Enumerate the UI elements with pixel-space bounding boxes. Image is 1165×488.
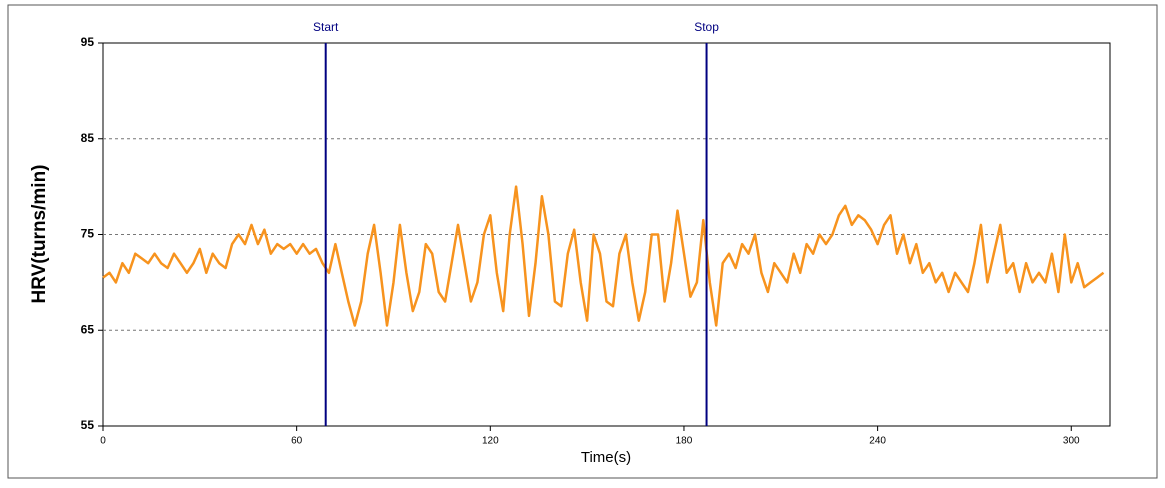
y-tick-label: 65	[81, 322, 95, 336]
y-tick-label: 95	[81, 35, 95, 49]
x-tick-label: 180	[676, 436, 693, 447]
x-tick-label: 300	[1063, 436, 1080, 447]
x-tick-label: 120	[482, 436, 499, 447]
frame	[7, 4, 1158, 479]
y-axis-label: HRV(turns/min)	[29, 165, 50, 304]
y-tick-label: 75	[81, 227, 95, 241]
x-tick-label: 60	[291, 436, 303, 447]
y-tick-label: 55	[81, 418, 95, 432]
x-axis-label: Time(s)	[581, 449, 631, 466]
data-line	[102, 185, 1105, 327]
y-tick-label: 85	[81, 131, 95, 145]
x-tick-label: 240	[869, 436, 886, 447]
event-label: Stop	[694, 20, 719, 34]
x-tick-label: 0	[100, 436, 106, 447]
event-label: Start	[313, 20, 339, 34]
